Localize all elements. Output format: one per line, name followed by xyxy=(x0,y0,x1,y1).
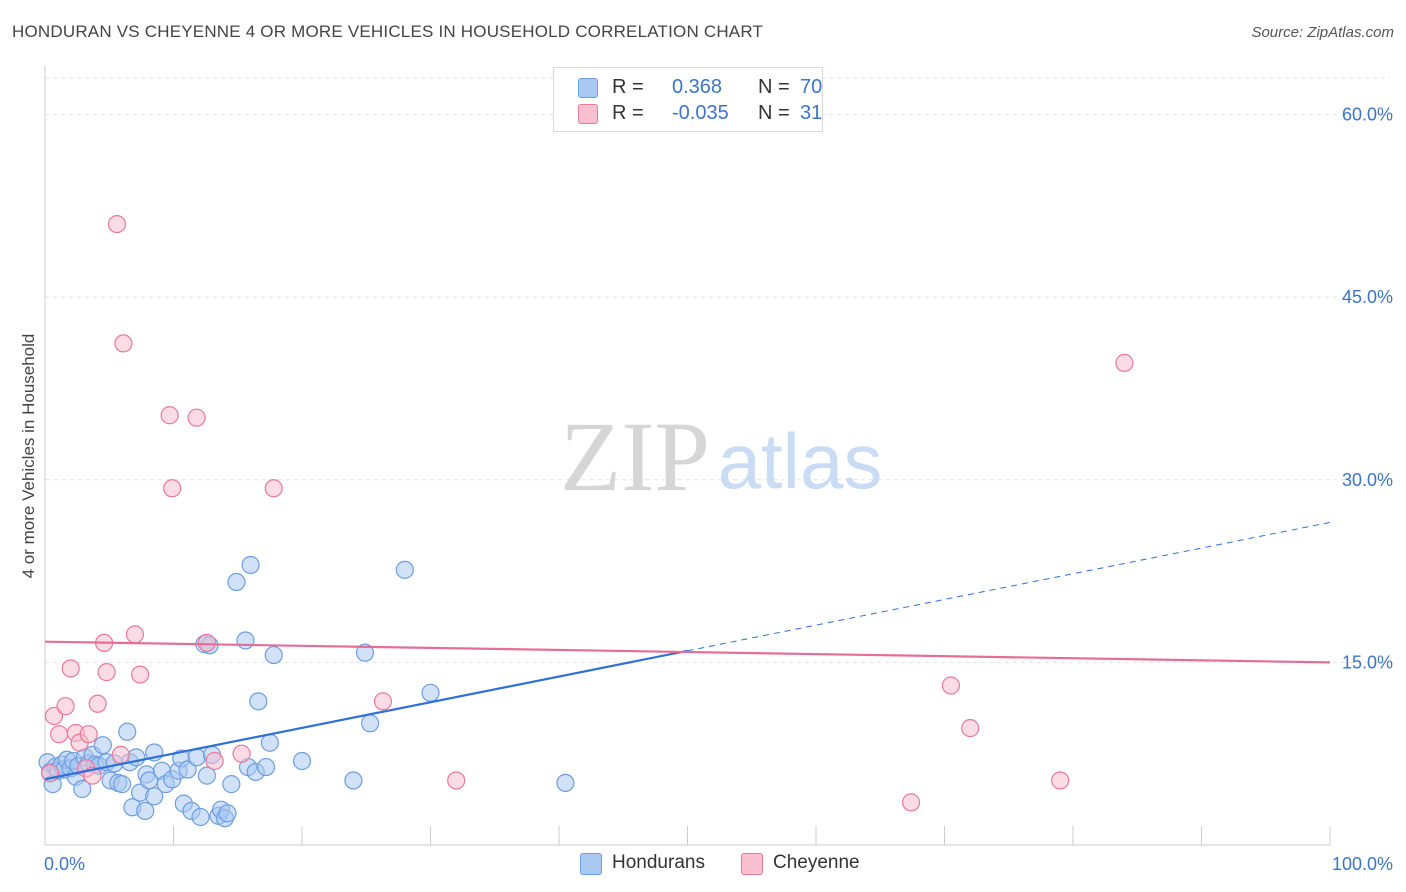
point-cheyenne xyxy=(88,694,107,713)
y-axis-label: 4 or more Vehicles in Household xyxy=(19,334,38,579)
legend-r-label: R = xyxy=(612,76,644,98)
point-cheyenne xyxy=(205,751,224,771)
point-cheyenne xyxy=(447,771,466,790)
trend-layer xyxy=(44,521,1331,781)
point-hondurans xyxy=(241,555,260,575)
legend-r-value: 0.368 xyxy=(672,76,723,98)
point-cheyenne xyxy=(163,479,182,498)
point-hondurans xyxy=(264,645,283,665)
point-cheyenne xyxy=(97,663,116,682)
legend-n-label: N = xyxy=(758,76,790,98)
point-hondurans xyxy=(260,733,279,752)
point-hondurans xyxy=(344,771,363,790)
point-hondurans xyxy=(118,722,137,741)
point-hondurans xyxy=(361,714,380,733)
legend-swatch-cheyenne xyxy=(578,104,598,124)
point-cheyenne xyxy=(56,697,75,716)
point-cheyenne xyxy=(111,745,130,765)
watermark: ZIP atlas xyxy=(560,401,882,512)
point-cheyenne xyxy=(901,793,921,812)
point-cheyenne xyxy=(373,692,393,711)
point-cheyenne xyxy=(160,406,179,425)
trendline-cheyenne xyxy=(44,640,1331,664)
legend-swatch-hondurans xyxy=(578,78,598,98)
point-hondurans xyxy=(556,773,575,793)
point-cheyenne xyxy=(232,744,251,763)
grid-layer xyxy=(45,77,1390,663)
x-tick-label: 100.0% xyxy=(1332,854,1393,874)
legend-n-value: 70 xyxy=(800,76,823,98)
point-cheyenne xyxy=(264,479,283,498)
point-cheyenne xyxy=(130,665,150,684)
source-credit: Source: ZipAtlas.com xyxy=(1251,24,1394,41)
point-hondurans xyxy=(218,804,237,823)
point-hondurans xyxy=(93,736,112,755)
point-cheyenne xyxy=(44,706,64,726)
bottom-legend-label-cheyenne: Cheyenne xyxy=(773,852,860,873)
labels-layer: 15.0% 30.0% 45.0% 60.0% 0.0% 100.0% xyxy=(44,105,1393,874)
point-cheyenne xyxy=(197,633,217,653)
point-cheyenne xyxy=(107,214,127,234)
point-hondurans xyxy=(178,760,197,779)
y-tick-label: 60.0% xyxy=(1342,105,1393,125)
legend-n-value: 31 xyxy=(800,102,823,124)
point-hondurans xyxy=(421,683,440,702)
point-hondurans xyxy=(187,748,206,767)
point-hondurans xyxy=(292,751,312,771)
y-tick-label: 30.0% xyxy=(1342,470,1393,490)
x-tick-label: 0.0% xyxy=(44,854,85,874)
point-hondurans xyxy=(191,807,210,827)
watermark-atlas: atlas xyxy=(718,417,883,505)
point-hondurans xyxy=(145,787,164,806)
point-hondurans xyxy=(395,560,414,579)
watermark-zip: ZIP xyxy=(560,401,710,512)
point-cheyenne xyxy=(1051,771,1070,790)
point-hondurans xyxy=(227,572,246,592)
point-hondurans xyxy=(236,631,255,650)
point-cheyenne xyxy=(79,725,98,744)
point-hondurans xyxy=(222,775,241,794)
legend-r-label: R = xyxy=(612,102,644,124)
legend-n-label: N = xyxy=(758,102,790,124)
trendline-hondurans xyxy=(44,649,688,781)
point-cheyenne xyxy=(125,625,145,644)
trendline-hondurans-extension xyxy=(687,521,1331,652)
y-tick-label: 45.0% xyxy=(1342,287,1393,307)
point-cheyenne xyxy=(941,676,961,695)
point-hondurans xyxy=(136,801,155,821)
points-layer xyxy=(38,214,1134,828)
correlation-legend: R = 0.368 N = 70 R = -0.035 N = 31 xyxy=(553,67,823,132)
point-hondurans xyxy=(256,757,276,777)
point-cheyenne xyxy=(961,719,980,738)
bottom-legend-label-hondurans: Hondurans xyxy=(612,852,705,873)
point-hondurans xyxy=(355,643,375,662)
point-hondurans xyxy=(249,692,268,711)
point-hondurans xyxy=(112,775,132,794)
bottom-legend-swatch-cheyenne xyxy=(741,853,763,875)
point-cheyenne xyxy=(114,334,133,353)
point-cheyenne xyxy=(187,408,206,427)
point-hondurans xyxy=(197,766,217,785)
point-cheyenne xyxy=(61,659,80,678)
bottom-legend-swatch-hondurans xyxy=(580,853,602,875)
point-cheyenne xyxy=(1115,353,1134,372)
point-cheyenne xyxy=(50,725,69,744)
point-hondurans xyxy=(73,779,92,799)
chart-title: HONDURAN VS CHEYENNE 4 OR MORE VEHICLES … xyxy=(12,22,764,41)
y-tick-label: 15.0% xyxy=(1342,652,1393,672)
legend-r-value: -0.035 xyxy=(672,102,729,124)
